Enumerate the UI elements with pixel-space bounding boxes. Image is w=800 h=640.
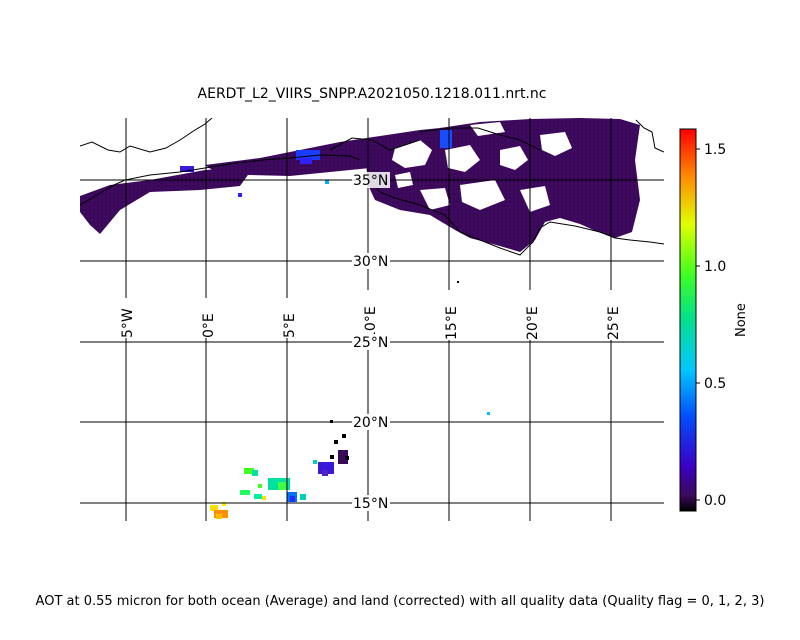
lat-label-30n: 30°N <box>353 254 388 270</box>
colorbar-scale <box>679 128 697 512</box>
aot-swath-mediterranean <box>205 126 470 176</box>
colorbar-tick-15: 1.5 <box>704 142 726 158</box>
lon-label-0e: 0°E <box>201 313 217 338</box>
aot-swath-far-east <box>580 122 632 236</box>
lon-label-15e: 15°E <box>444 306 460 340</box>
lon-label-10e: 10°E <box>363 306 379 340</box>
lon-label-20e: 20°E <box>525 306 541 340</box>
longitude-labels: 5°W 0°E 5°E 10°E 15°E 20°E 25°E <box>118 290 622 340</box>
lon-label-25e: 25°E <box>606 306 622 340</box>
map-title: AERDT_L2_VIIRS_SNPP.A2021050.1218.011.nr… <box>197 86 547 102</box>
lat-label-20n: 20°N <box>353 415 388 431</box>
aot-swath-east <box>365 118 640 252</box>
aot-point-isolated <box>487 412 490 415</box>
aot-cluster-chad <box>313 420 349 476</box>
colorbar-tick-05: 0.5 <box>704 376 726 392</box>
colorbar-label: None <box>734 303 749 337</box>
colorbar-tick-0: 0.0 <box>704 493 726 509</box>
latitude-labels: 35°N 30°N 25°N 20°N 15°N <box>352 172 390 512</box>
lat-label-25n: 25°N <box>353 335 388 351</box>
coastlines <box>80 118 664 256</box>
lon-label-5w: 5°W <box>120 308 136 338</box>
aot-swath-west <box>80 168 250 234</box>
lat-label-15n: 15°N <box>353 496 388 512</box>
colorbar: 0.0 0.5 1.0 1.5 None <box>679 128 749 512</box>
lat-label-35n: 35°N <box>353 173 388 189</box>
cloud-gaps <box>392 122 572 212</box>
lon-label-5e: 5°E <box>282 313 298 338</box>
map-caption: AOT at 0.55 micron for both ocean (Avera… <box>35 594 765 609</box>
aot-cluster-sahel <box>210 468 306 519</box>
aot-point-isolated <box>457 281 459 283</box>
colorbar-tick-10: 1.0 <box>704 259 726 275</box>
